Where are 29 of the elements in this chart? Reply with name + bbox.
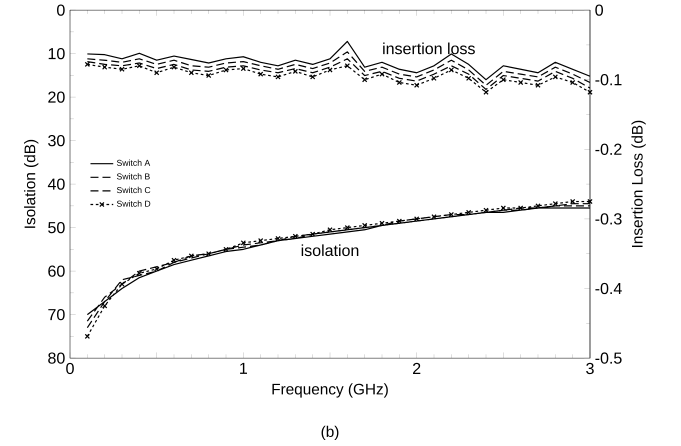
x-tick-label: 0	[66, 362, 74, 374]
text: (b)	[322, 426, 338, 440]
y-tick-label: 10	[48, 48, 65, 60]
y2-tick-label: -0.2	[595, 144, 622, 155]
legend-label: Switch D	[116, 200, 150, 207]
y-tick-label: 30	[48, 134, 65, 146]
annotation: isolation	[302, 244, 358, 256]
x-tick-label: 2	[413, 362, 420, 374]
y2-tick-label: -0.4	[595, 282, 622, 294]
y-tick-label: 20	[48, 91, 65, 103]
legend-label: Switch A	[116, 160, 150, 166]
y2-tick-label: -0.1	[595, 74, 622, 86]
x-tick-label: 1	[240, 362, 247, 374]
y2-tick-label: 0	[595, 4, 603, 16]
y-tick-label: 0	[57, 4, 65, 16]
legend-label: Switch C	[116, 186, 150, 194]
y2-axis-title: Insertion Loss (dB)	[631, 120, 646, 247]
y-tick-label: 40	[48, 178, 65, 190]
x-axis-title: Frequency (GHz)	[272, 383, 388, 398]
legend-label: Switch B	[116, 173, 150, 180]
y-tick-label: 60	[48, 265, 65, 277]
y-tick-label: 80	[48, 352, 65, 364]
x-tick-label: 3	[586, 362, 594, 374]
y2-tick-label: -0.5	[595, 352, 622, 364]
y-tick-label: 70	[48, 308, 65, 320]
annotation: insertion loss	[383, 42, 475, 54]
y-axis-title: Isolation (dB)	[24, 140, 38, 228]
y2-tick-label: -0.3	[595, 213, 622, 225]
y-tick-label: 50	[48, 222, 65, 234]
